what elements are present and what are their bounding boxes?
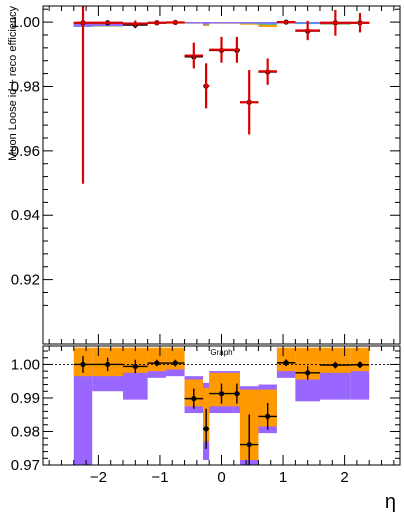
bot-ytick-label: 0.98 — [11, 423, 40, 440]
efficiency-series — [73, 6, 370, 184]
top-ytick-label: 0.92 — [11, 272, 40, 289]
top-ytick-label: 0.98 — [11, 78, 40, 95]
ratio-series — [73, 356, 370, 465]
bot-series-0-point-7 — [218, 391, 225, 397]
bot-band-1-bin-3 — [147, 347, 167, 372]
bot-series-0-point-6 — [203, 426, 209, 432]
efficiency-panel: 0.92 0.94 0.96 0.98 1.00 Muon Loose id + rec… — [7, 5, 401, 345]
bot-series-0-point-8 — [234, 391, 240, 397]
bot-series-0-point-10 — [265, 413, 271, 419]
top-band-2-bin-6 — [203, 22, 210, 25]
bot-series-0-point-2 — [132, 363, 138, 370]
x-axis: −2 −1 0 1 2 — [48, 346, 395, 486]
top-ytick-label: 1.00 — [11, 14, 40, 31]
x-tick-label: −2 — [90, 469, 107, 486]
bot-series-0-point-1 — [105, 361, 111, 368]
top-ytick-label: 0.94 — [11, 207, 40, 224]
y-axis-title: Muon Loose id + reco efficiency — [7, 6, 19, 161]
legend-label-graph: Graph — [210, 348, 232, 357]
bot-series-0-point-14 — [357, 362, 363, 368]
top-y-axis: 0.92 0.94 0.96 0.98 1.00 — [11, 6, 400, 344]
bot-series-0-point-13 — [332, 362, 338, 368]
top-band-2-bin-9 — [239, 22, 259, 24]
bot-ytick-label: 0.99 — [11, 390, 40, 407]
bot-band-0-bin-4 — [166, 364, 185, 377]
bot-band-0-bin-0 — [73, 364, 93, 465]
bot-series-0-point-0 — [80, 361, 86, 368]
bottom-y-axis: 0.97 0.98 0.99 1.00 — [11, 350, 400, 474]
x-tick-label: −1 — [151, 469, 168, 486]
x-axis-title: η — [385, 491, 396, 513]
x-tick-label: 2 — [340, 469, 348, 486]
top-band-2-bin-10 — [258, 22, 277, 24]
top-band-2-bin-8 — [233, 22, 240, 24]
bot-series-0-point-3 — [154, 360, 160, 366]
bot-band-0-bin-14 — [350, 364, 370, 400]
bot-series-0-point-5 — [191, 396, 197, 402]
bot-series-0-point-4 — [172, 360, 178, 366]
bot-series-0-point-9 — [246, 441, 252, 448]
x-tick-label: 0 — [217, 469, 225, 486]
bot-band-1-bin-4 — [166, 347, 185, 370]
ratio-panel: 0.97 0.98 0.99 1.00 −2 −1 0 1 2 Graph η — [11, 345, 401, 513]
bot-ytick-label: 1.00 — [11, 356, 40, 373]
bot-series-0-point-12 — [305, 370, 311, 376]
bot-band-1-bin-13 — [319, 347, 351, 373]
top-band-2-bin-7 — [209, 22, 234, 24]
top-band-2-bin-5 — [184, 22, 204, 24]
top-ytick-label: 0.96 — [11, 143, 40, 160]
x-tick-label: 1 — [279, 469, 287, 486]
bot-series-0-point-11 — [283, 360, 289, 366]
bot-ytick-label: 0.97 — [11, 457, 40, 474]
